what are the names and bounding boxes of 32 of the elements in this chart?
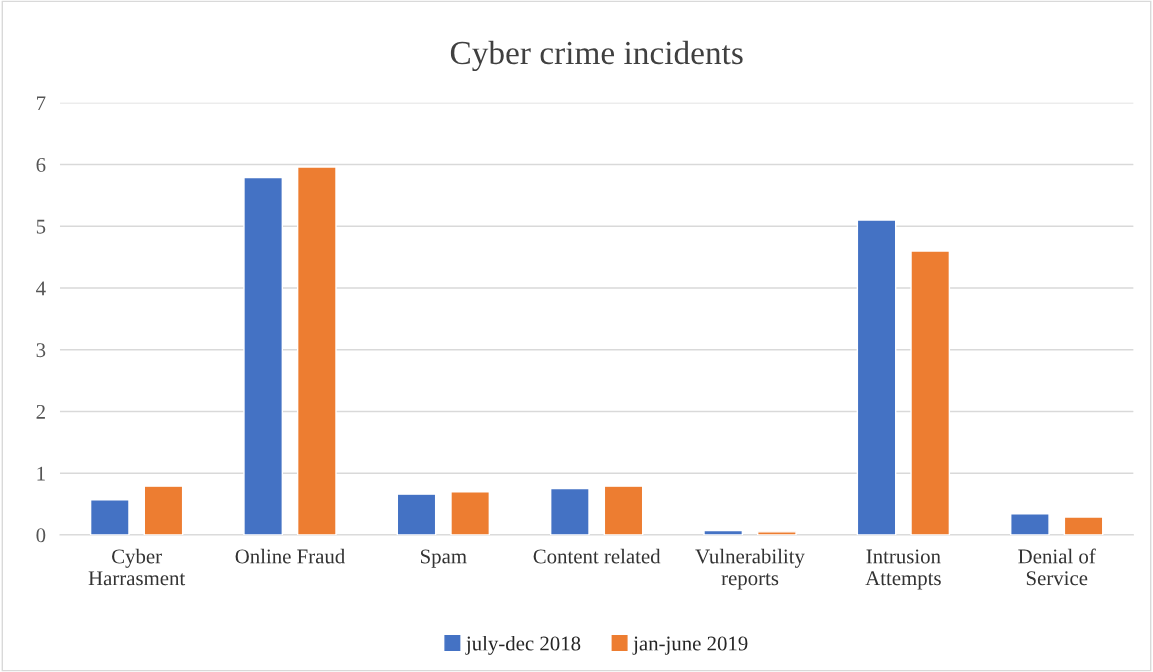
bar [89, 499, 130, 535]
bar [756, 531, 797, 535]
y-tick-label: 5 [36, 219, 46, 234]
x-tick-label: Intrusion Attempts [865, 549, 941, 590]
x-tick-label: Cyber Harrasment [88, 548, 186, 586]
x-tick-label: Content related [533, 548, 661, 564]
bar [603, 485, 644, 535]
bar [243, 176, 284, 535]
bar [143, 485, 184, 535]
y-tick-label: 4 [36, 281, 46, 296]
x-tick-label: Spam [420, 549, 467, 568]
y-tick-label: 7 [37, 96, 46, 111]
y-tick-label: 3 [36, 343, 46, 358]
y-tick-label: 2 [36, 404, 45, 419]
bar [549, 487, 590, 535]
bar [296, 166, 337, 535]
x-tick-label: Denial of Service [1018, 548, 1096, 586]
y-tick-label: 6 [36, 157, 46, 172]
bar [396, 493, 437, 535]
chart-title: Cyber crime incidents [450, 40, 743, 72]
bar [1010, 513, 1050, 535]
y-tick-label: 1 [37, 466, 45, 481]
bar [1063, 516, 1104, 535]
x-tick-label: Online Fraud [235, 548, 345, 564]
bar [910, 250, 951, 535]
bar [703, 529, 744, 535]
legend-label: july-dec 2018 [465, 635, 581, 655]
bar [450, 491, 491, 535]
x-tick-label: Vulnerability reports [695, 548, 805, 590]
y-tick-label: 0 [36, 528, 46, 543]
legend-label: jan-june 2019 [632, 636, 748, 655]
bar [856, 219, 897, 535]
